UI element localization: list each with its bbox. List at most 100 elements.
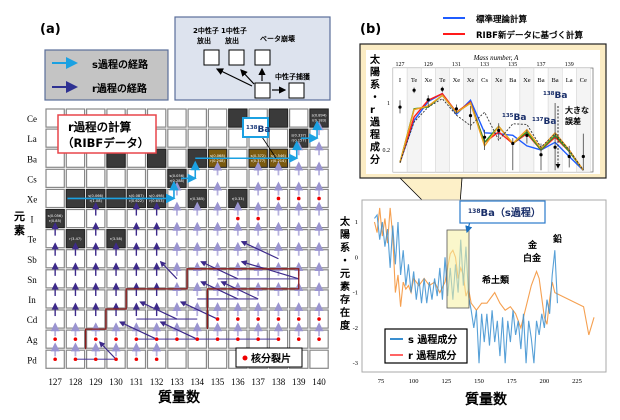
fission-fragment-dot: [215, 337, 220, 341]
main-legend: s 過程成分 r 過程成分: [384, 328, 468, 364]
two-neutron-arrow: [215, 68, 253, 87]
nuclide-cell: [65, 208, 86, 229]
abundance-label: s(0.894): [312, 114, 328, 118]
path-legend: s過程の経路 r過程の経路: [44, 49, 169, 101]
gold-label: 金: [527, 239, 538, 251]
fission-fragment-dot: [73, 357, 78, 362]
fission-fragment-dot: [53, 357, 57, 362]
element-label-I: I: [31, 215, 34, 225]
abundance-label: r(0.214): [271, 159, 286, 163]
fission-legend: 核分裂片: [235, 347, 303, 368]
inset-element-label: Ce: [580, 77, 587, 84]
nuclide-cell: [167, 108, 187, 128]
fission-fragment-dot: [276, 196, 281, 201]
main-y-axis-label: 太陽系・元素存在度: [339, 215, 351, 332]
inset-observed-point: [511, 141, 515, 146]
inset-x-tick: 127: [396, 62, 405, 68]
inset-x-tick: 133: [480, 62, 489, 68]
fission-fragment-dot: [53, 337, 57, 341]
element-label-Cs: Cs: [27, 174, 37, 184]
abundance-label: s(0.337): [291, 134, 307, 138]
ba135-label: 135Ba: [502, 113, 526, 123]
inset-x-tick: 139: [565, 62, 574, 68]
abundance-label: r(3.47): [69, 237, 82, 241]
nuclide-cell: [187, 128, 208, 148]
r-process-arrow: [159, 260, 178, 280]
ba138-label: 138Ba: [543, 91, 567, 101]
fission-fragment-dot: [154, 337, 159, 341]
abundance-label: s(0.546): [271, 154, 287, 158]
main-x-tick: 125: [441, 378, 451, 385]
fission-fragment-dot: [256, 216, 260, 221]
inset-observed-point: [581, 154, 585, 159]
panel-b-label: (b): [360, 22, 381, 37]
r-path-legend-label: r過程の経路: [92, 82, 148, 95]
mass-label-132: 132: [150, 377, 164, 387]
nuclide-cell: [65, 168, 86, 189]
large-error-label-2: 誤差: [565, 116, 581, 126]
ba138-highlight-region: [446, 229, 470, 309]
rare-earth-label: 希土類: [482, 274, 510, 286]
inset-observed-point: [440, 87, 444, 91]
mass-axis-label-a: 質量数: [158, 389, 201, 406]
s-path-legend-label: s過程の経路: [92, 58, 149, 71]
nuclide-cell: [146, 168, 167, 189]
nuclide-cell: [187, 349, 208, 369]
nuclide-cell: [126, 168, 147, 189]
one-neutron-arrow: [240, 69, 255, 85]
r-process-arrow: [220, 281, 259, 300]
inset-observed-point: [412, 88, 416, 92]
mass-label-129: 129: [89, 377, 103, 387]
main-y-tick: -1: [353, 290, 358, 297]
main-x-tick: 100: [409, 378, 419, 385]
nuclide-cell: [45, 188, 65, 209]
nuclide-chart-labels: Ce La Ba Cs Xe I Te Sb Sn In Cd Ag Pd 127 128 129 130 131…: [27, 114, 328, 387]
mass-label-137: 137: [251, 377, 265, 387]
r-process-arrow: [98, 341, 117, 360]
stable-nuclide-Ce138: [268, 108, 289, 128]
fission-fragment-dot: [114, 337, 118, 341]
fission-fragment-dot: [154, 357, 159, 362]
fission-fragment-dot: [256, 317, 260, 321]
fission-fragment-dot: [73, 337, 78, 341]
inset-x-tick: 131: [452, 62, 461, 68]
inset-observed-point: [497, 128, 501, 133]
abundance-label: r(0.385): [190, 197, 205, 201]
inset-element-label: Xe: [453, 77, 461, 84]
main-x-tick: 75: [378, 378, 385, 385]
nuclide-cell: [228, 168, 248, 189]
nucleus-box: [254, 82, 271, 99]
main-y-tick: 0: [355, 254, 358, 261]
mass-label-138: 138: [272, 377, 286, 387]
inset-element-label: Cs: [481, 77, 488, 84]
abundance-label: r(0.183): [312, 119, 327, 123]
r-process-arrow: [139, 301, 178, 320]
nuclide-cell: [167, 349, 187, 369]
nuclide-cell: [45, 168, 65, 189]
abundance-label: r(0.377): [251, 159, 266, 163]
element-label-Sn: Sn: [27, 275, 37, 285]
lead-label: 鉛: [552, 233, 562, 245]
inset-element-label: La: [566, 77, 573, 84]
abundance-label: r(0.653): [149, 199, 164, 203]
abundance-label: r(1.08): [90, 199, 103, 203]
main-y-tick: -3: [353, 360, 358, 367]
inset-observed-point: [398, 105, 402, 109]
inset-column: [576, 67, 591, 173]
fission-fragment-dot: [236, 216, 240, 221]
fission-fragment-dot: [114, 357, 118, 362]
nucleus-box: [228, 49, 245, 66]
element-label-Pd: Pd: [27, 355, 37, 365]
svg-text:138Ba: 138Ba: [246, 125, 270, 135]
inset-x-tick: 135: [508, 62, 517, 68]
inset-series-line-4: [399, 98, 584, 171]
inset-element-label: I: [399, 77, 401, 84]
r-process-arrow: [159, 321, 198, 340]
nuclide-cell: [268, 128, 289, 148]
inset-series-line-0: [399, 92, 584, 171]
fission-fragment-dot: [236, 337, 240, 341]
abundance-label: s(0.056): [169, 174, 185, 178]
inset-y-tick: 1: [387, 101, 390, 107]
panel-a-label: (a): [40, 22, 61, 37]
large-error-label: 大きな: [565, 105, 589, 115]
